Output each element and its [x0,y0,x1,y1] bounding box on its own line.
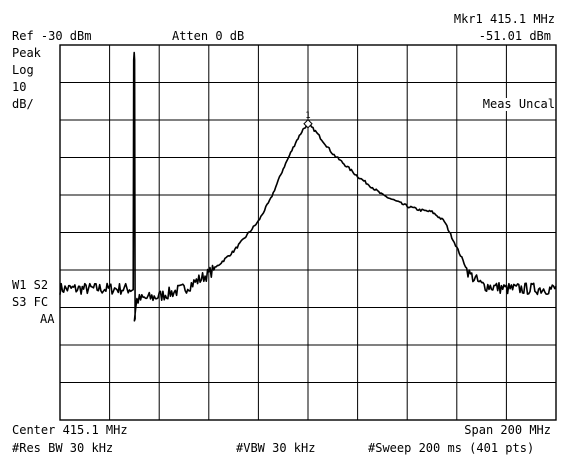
marker-frequency: Mkr1 415.1 MHz [453,12,555,26]
center-frequency: Center 415.1 MHz [12,423,128,437]
video-bandwidth: #VBW 30 kHz [236,441,316,455]
resolution-bandwidth: #Res BW 30 kHz [12,441,114,455]
meas-uncal-annotation: Meas Uncal [482,97,555,111]
marker-layer: 1 [303,111,313,129]
trace-layer [59,51,557,322]
ref-level: Ref -30 dBm [12,29,92,43]
trace-status-s3-fc: S3 FC [12,295,49,309]
sweep-time: #Sweep 200 ms (401 pts) [368,441,535,455]
scale-unit: dB/ [12,97,34,111]
graticule [59,44,557,421]
marker-1-symbol [303,119,313,129]
trace-line [59,51,557,322]
detector-mode: Peak [12,46,41,60]
trace-status-aa: AA [40,312,55,326]
scale-type: Log [12,63,34,77]
span: Span 200 MHz [464,423,551,437]
attenuation: Atten 0 dB [172,29,245,43]
marker-1-label: 1 [305,111,310,121]
trace-status-w1-s2: W1 S2 [12,278,49,292]
scale-value: 10 [12,80,27,94]
marker-level: -51.01 dBm [478,29,551,43]
